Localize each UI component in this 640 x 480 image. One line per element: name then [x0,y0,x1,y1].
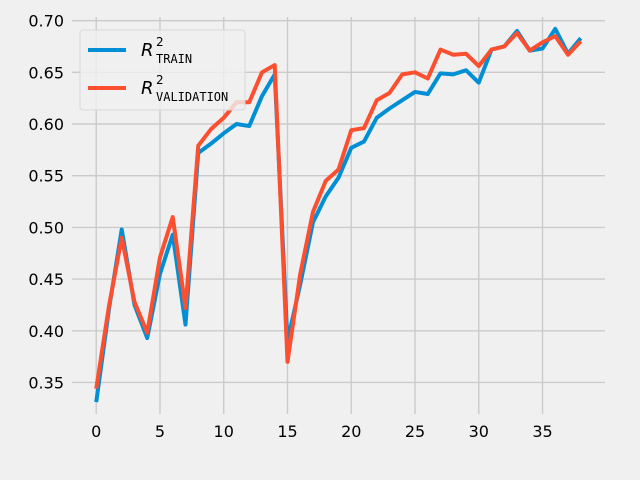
x-tick-label: 30 [469,422,489,441]
y-tick-label: 0.45 [28,270,64,289]
y-tick-label: 0.55 [28,167,64,186]
x-tick-label: 15 [277,422,297,441]
legend-label-sub: VALIDATION [156,90,228,104]
y-tick-label: 0.60 [28,115,64,134]
x-tick-label: 25 [405,422,425,441]
y-tick-label: 0.65 [28,63,64,82]
legend-label-sup: 2 [156,35,164,49]
x-tick-label: 5 [155,422,165,441]
y-tick-label: 0.40 [28,322,64,341]
legend-label-main: R [141,78,154,99]
series-layer [94,26,583,403]
y-tick-label: 0.35 [28,373,64,392]
legend-label-sub: TRAIN [156,52,192,66]
x-axis-tick-labels: 0 5 10 15 20 25 30 35 [91,422,553,441]
legend-entry: R 2 VALIDATION [141,73,228,104]
series-line-validation [94,31,583,389]
legend-label-sup: 2 [156,73,164,87]
y-tick-label: 0.70 [28,12,64,31]
y-axis-tick-labels: 0.35 0.40 0.45 0.50 0.55 0.60 0.65 0.70 [28,12,64,393]
x-tick-label: 20 [341,422,361,441]
x-tick-label: 0 [91,422,101,441]
legend-label-main: R [141,40,154,61]
x-tick-label: 35 [532,422,552,441]
legend-entry: R 2 TRAIN [141,35,192,66]
x-tick-label: 10 [214,422,234,441]
y-tick-label: 0.50 [28,218,64,237]
